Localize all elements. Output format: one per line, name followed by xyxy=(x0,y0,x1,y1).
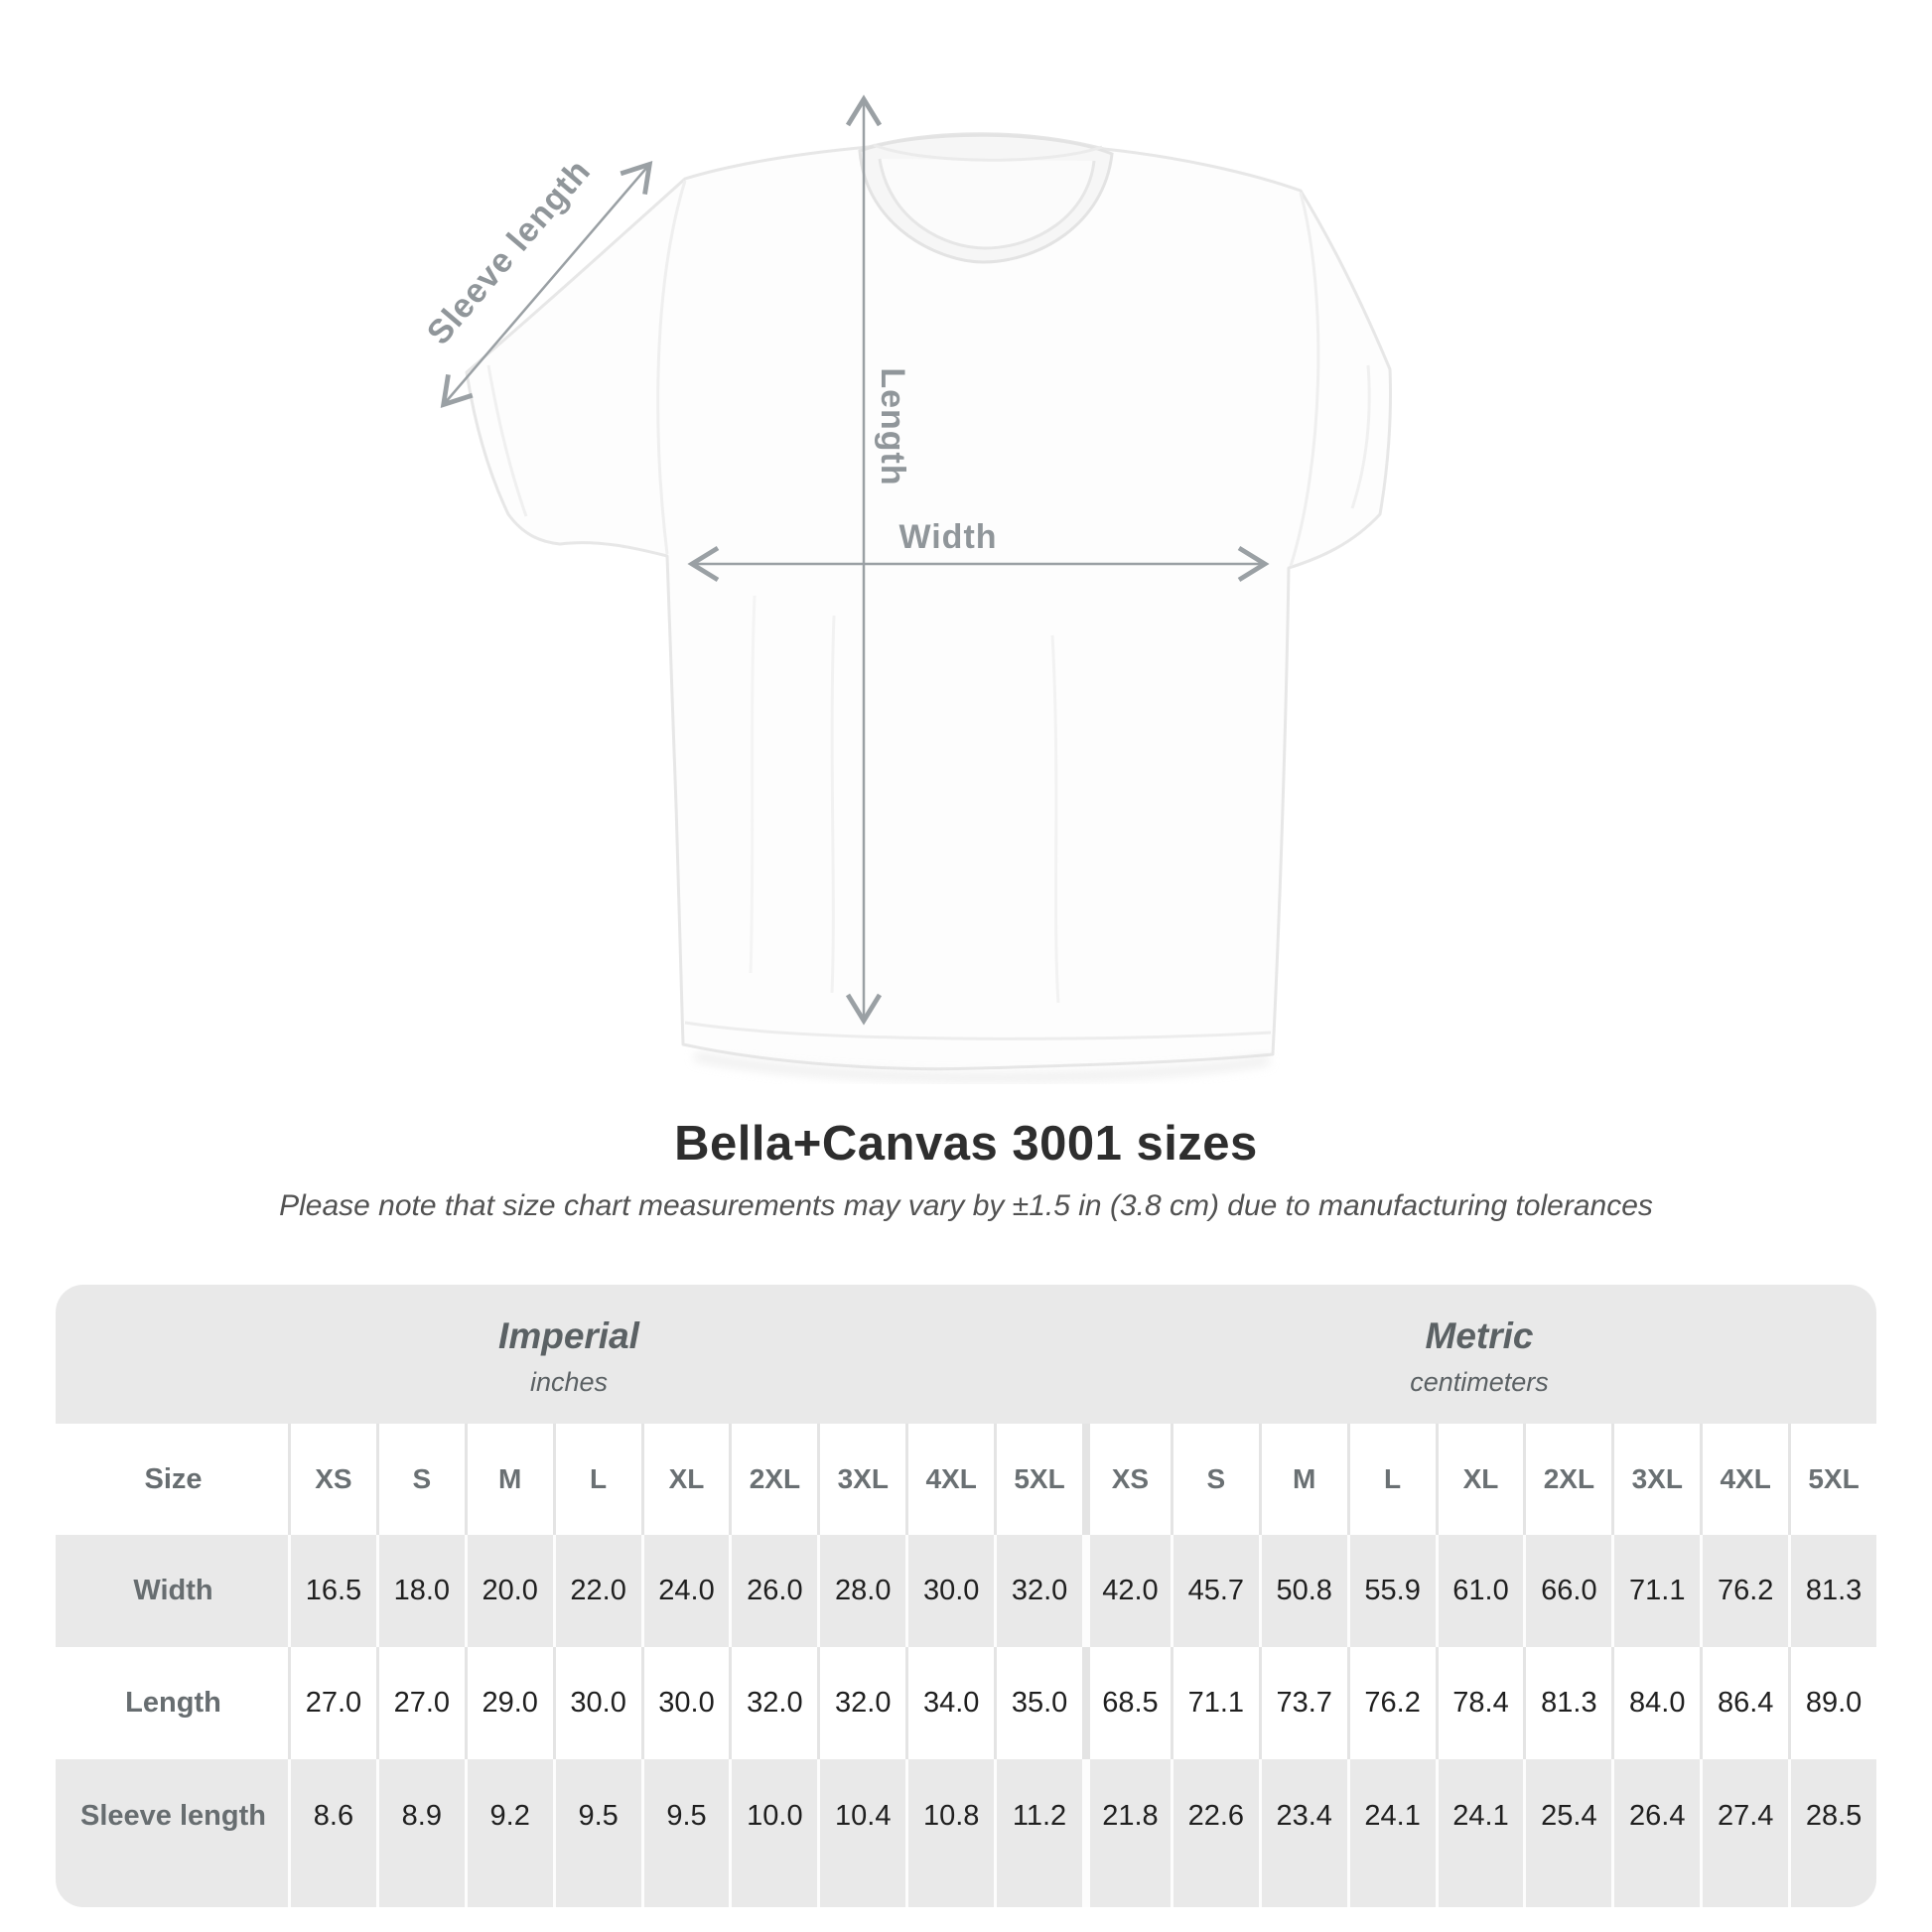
measurement-cell: 42.0 xyxy=(1081,1535,1171,1647)
measurement-cell: 21.8 xyxy=(1081,1759,1171,1907)
imperial-title: Imperial xyxy=(498,1314,639,1356)
measurement-cell: 76.2 xyxy=(1346,1647,1436,1759)
width-row: Width 16.5 18.0 20.0 22.0 24.0 26.0 28.0 30.0 32… xyxy=(56,1535,1876,1647)
sleeve-length-row: Sleeve length 8.6 8.9 9.2 9.5 9.5 10.0 10.4 10.… xyxy=(56,1759,1876,1907)
measurement-cell: 32.0 xyxy=(817,1647,905,1759)
measurement-cell: 34.0 xyxy=(905,1647,994,1759)
sleeve-length-row-label: Sleeve length xyxy=(80,1800,266,1832)
measurement-cell: 71.1 xyxy=(1170,1647,1259,1759)
size-header-cell: 4XL xyxy=(1700,1424,1788,1535)
measurement-cell: 30.0 xyxy=(905,1535,994,1647)
imperial-header: Imperial inches xyxy=(56,1285,1082,1424)
measurement-cell: 28.5 xyxy=(1788,1759,1876,1907)
measurement-cell: 10.4 xyxy=(817,1759,905,1907)
measurement-cell: 18.0 xyxy=(375,1535,465,1647)
measurement-cell: 20.0 xyxy=(464,1535,553,1647)
metric-title: Metric xyxy=(1425,1314,1534,1356)
measurement-cell: 66.0 xyxy=(1523,1535,1611,1647)
size-header-cell: 5XL xyxy=(994,1424,1082,1535)
tolerance-note: Please note that size chart measurements… xyxy=(279,1189,1653,1222)
unit-header-row: Imperial inches Metric centimeters xyxy=(56,1285,1876,1424)
tshirt-graphic xyxy=(465,132,1393,1082)
measurement-cell: 27.4 xyxy=(1700,1759,1788,1907)
measurement-cell: 73.7 xyxy=(1258,1647,1347,1759)
measurement-cell: 16.5 xyxy=(288,1535,376,1647)
measurement-cell: 11.2 xyxy=(994,1759,1082,1907)
measurement-cell: 81.3 xyxy=(1788,1535,1876,1647)
metric-unit: centimeters xyxy=(1410,1366,1549,1397)
size-header-cell: S xyxy=(1170,1424,1259,1535)
measurement-cell: 24.1 xyxy=(1435,1759,1524,1907)
measurement-cell: 22.0 xyxy=(552,1535,641,1647)
tshirt-size-diagram: Sleeve length Length Width xyxy=(420,94,1393,1082)
measurement-cell: 28.0 xyxy=(817,1535,905,1647)
size-header-cell: 3XL xyxy=(817,1424,905,1535)
measurement-cell: 76.2 xyxy=(1700,1535,1788,1647)
size-header-cell: L xyxy=(552,1424,641,1535)
measurement-cell: 35.0 xyxy=(994,1647,1082,1759)
size-header-cell: XL xyxy=(640,1424,730,1535)
measurement-cell: 25.4 xyxy=(1523,1759,1611,1907)
measurement-cell: 9.5 xyxy=(552,1759,641,1907)
size-header-cell: 3XL xyxy=(1611,1424,1700,1535)
measurement-cell: 86.4 xyxy=(1700,1647,1788,1759)
size-header-cell: XS xyxy=(1081,1424,1171,1535)
measurement-cell: 8.6 xyxy=(288,1759,376,1907)
measurement-cell: 10.0 xyxy=(729,1759,817,1907)
size-header-cell: XL xyxy=(1435,1424,1524,1535)
length-row: Length 27.0 27.0 29.0 30.0 30.0 32.0 32.0 34.0 3… xyxy=(56,1647,1876,1759)
measurement-cell: 78.4 xyxy=(1435,1647,1524,1759)
measurement-cell: 23.4 xyxy=(1258,1759,1347,1907)
size-header-cell: M xyxy=(1258,1424,1347,1535)
measurement-cell: 22.6 xyxy=(1170,1759,1259,1907)
measurement-cell: 26.4 xyxy=(1611,1759,1700,1907)
measurement-cell: 24.1 xyxy=(1346,1759,1436,1907)
measurement-cell: 8.9 xyxy=(375,1759,465,1907)
size-header-cell: M xyxy=(464,1424,553,1535)
size-header-cell: XS xyxy=(288,1424,376,1535)
metric-header: Metric centimeters xyxy=(1082,1285,1876,1424)
measurement-cell: 24.0 xyxy=(640,1535,730,1647)
measurement-cell: 30.0 xyxy=(640,1647,730,1759)
length-row-label: Length xyxy=(125,1687,221,1719)
width-row-label: Width xyxy=(133,1575,213,1606)
measurement-cell: 29.0 xyxy=(464,1647,553,1759)
measurement-cell: 32.0 xyxy=(994,1535,1082,1647)
size-column-header: Size xyxy=(144,1462,203,1495)
measurement-cell: 9.5 xyxy=(640,1759,730,1907)
size-header-cell: 2XL xyxy=(729,1424,817,1535)
measurement-cell: 68.5 xyxy=(1081,1647,1171,1759)
measurement-cell: 61.0 xyxy=(1435,1535,1524,1647)
size-header-cell: 4XL xyxy=(905,1424,994,1535)
size-header-cell: L xyxy=(1346,1424,1436,1535)
measurement-cell: 50.8 xyxy=(1258,1535,1347,1647)
size-header-cell: S xyxy=(375,1424,465,1535)
measurement-cell: 32.0 xyxy=(729,1647,817,1759)
measurement-cell: 9.2 xyxy=(464,1759,553,1907)
measurement-cell: 26.0 xyxy=(729,1535,817,1647)
size-table: Imperial inches Metric centimeters Size … xyxy=(56,1285,1876,1907)
measurement-cell: 81.3 xyxy=(1523,1647,1611,1759)
measurement-cell: 89.0 xyxy=(1788,1647,1876,1759)
size-header-cell: 5XL xyxy=(1788,1424,1876,1535)
measurement-cell: 71.1 xyxy=(1611,1535,1700,1647)
imperial-unit: inches xyxy=(529,1366,609,1397)
measurement-cell: 45.7 xyxy=(1170,1535,1259,1647)
measurement-cell: 10.8 xyxy=(905,1759,994,1907)
measurement-cell: 27.0 xyxy=(375,1647,465,1759)
measurement-cell: 55.9 xyxy=(1346,1535,1436,1647)
page-title: Bella+Canvas 3001 sizes xyxy=(674,1117,1258,1171)
size-header-cell: 2XL xyxy=(1523,1424,1611,1535)
measurement-cell: 84.0 xyxy=(1611,1647,1700,1759)
measurement-cell: 27.0 xyxy=(288,1647,376,1759)
measurement-cell: 30.0 xyxy=(552,1647,641,1759)
width-label: Width xyxy=(898,518,997,556)
sleeve-length-arrow xyxy=(440,161,653,408)
length-label: Length xyxy=(874,367,911,485)
size-header-row: Size XS S M L XL 2XL 3XL 4XL 5XL XS S M L XL 2XL 3XL 4XL… xyxy=(56,1424,1876,1535)
